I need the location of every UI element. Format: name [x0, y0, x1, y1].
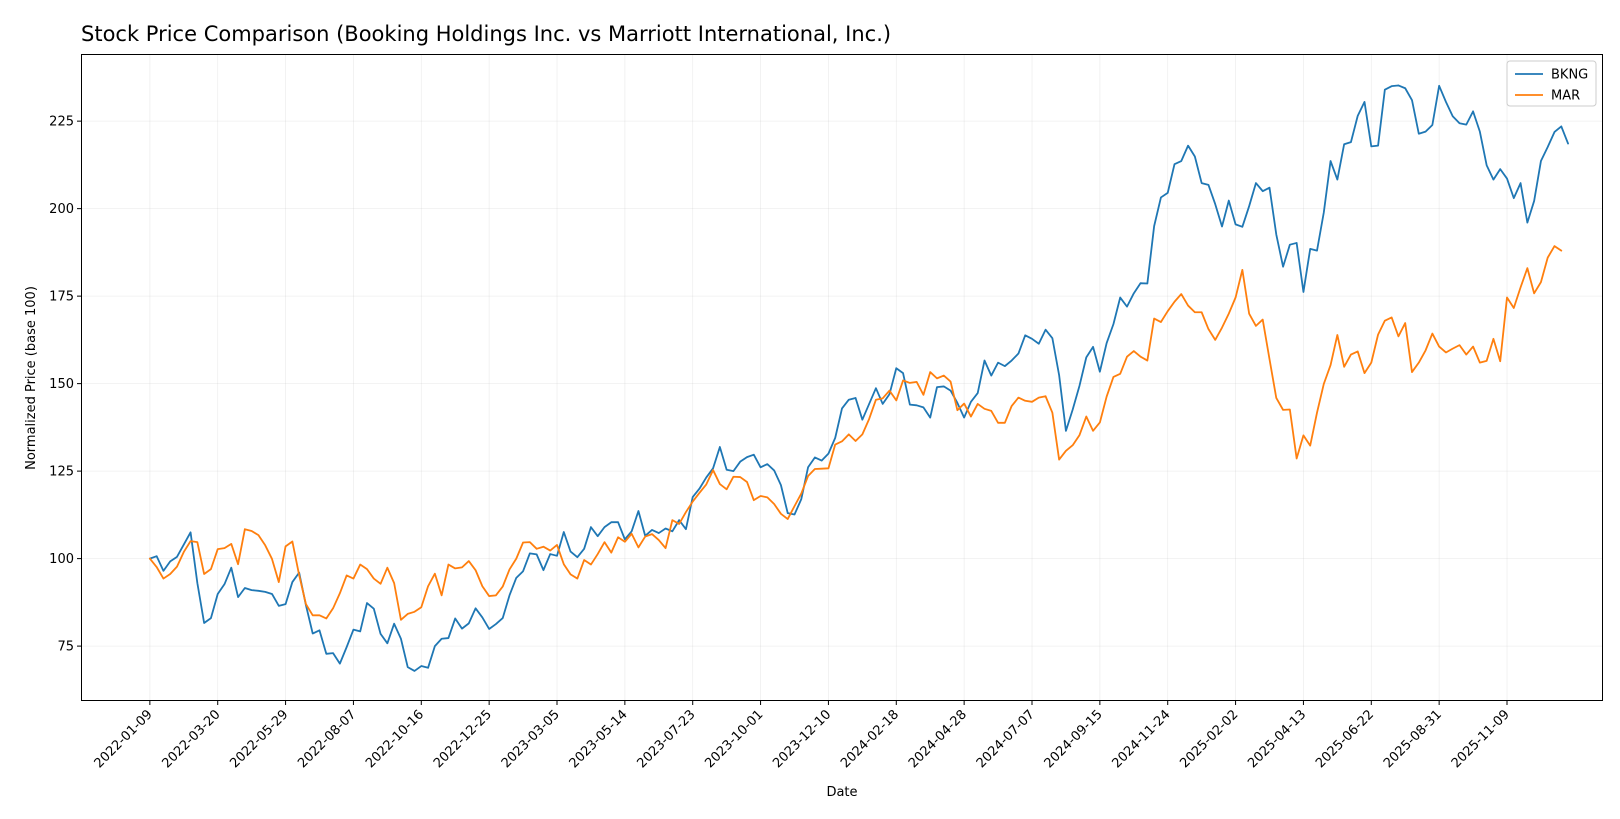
y-tick-label: 150 [49, 377, 74, 392]
y-tick-label: 200 [49, 202, 74, 217]
legend-label-bkng: BKNG [1551, 68, 1588, 83]
series-layer [148, 84, 1569, 672]
grid-layer [82, 55, 1602, 700]
chart-title: Stock Price Comparison (Booking Holdings… [81, 22, 891, 46]
y-axis: 75 100 125 150 175 200 225 [49, 115, 82, 655]
y-tick-label: 175 [49, 290, 74, 305]
y-tick-label: 100 [49, 552, 74, 567]
series-line-bkng [148, 84, 1569, 672]
y-tick-label: 125 [49, 465, 74, 480]
series-line-mar [148, 245, 1563, 621]
legend-label-mar: MAR [1551, 89, 1580, 104]
plot-frame [81, 54, 1603, 701]
legend: BKNG MAR [1506, 60, 1597, 107]
y-axis-label: Normalized Price (base 100) [24, 286, 39, 470]
y-tick-label: 225 [49, 115, 74, 130]
y-tick-label: 75 [57, 640, 74, 655]
x-axis-label: Date [826, 785, 857, 800]
